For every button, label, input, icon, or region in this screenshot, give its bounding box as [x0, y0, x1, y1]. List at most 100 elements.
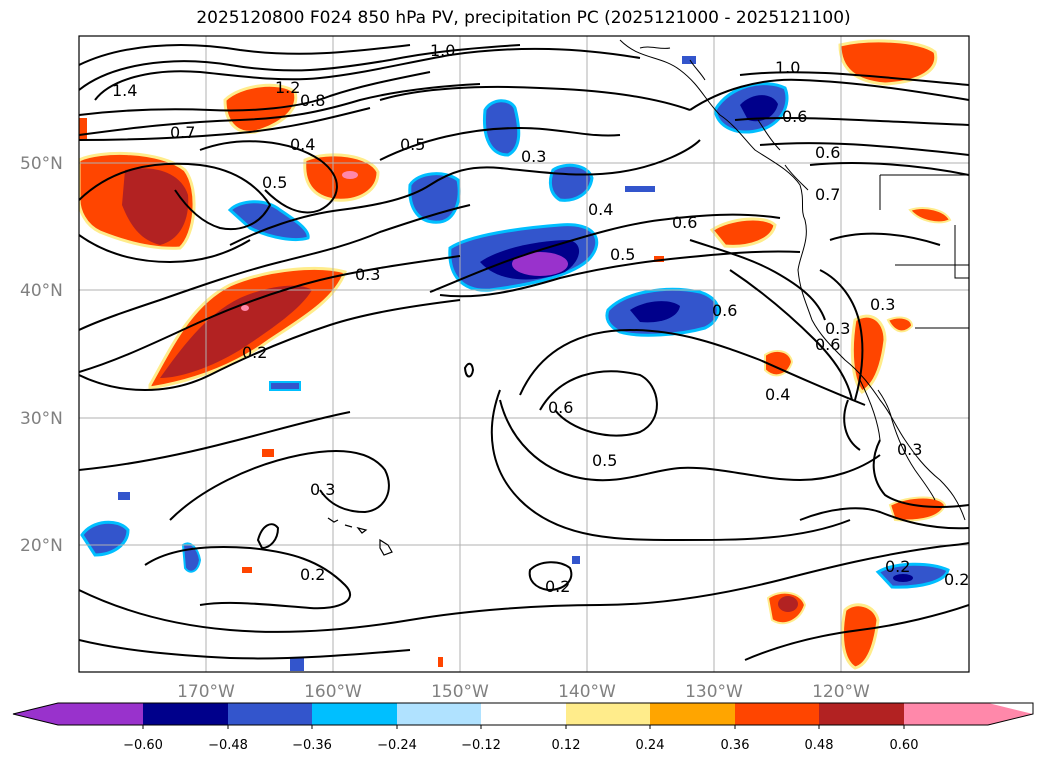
contour-label: 0.6 [712, 301, 737, 320]
hawaii-islands [327, 517, 393, 556]
colorbar-tick-label: −0.24 [377, 738, 417, 753]
precip-negative-area [269, 381, 301, 391]
colorbar-segment [650, 703, 735, 725]
contour-label: 0.3 [355, 265, 380, 284]
contour-label: 0.2 [944, 570, 969, 589]
precip-positive-core [778, 596, 798, 612]
contour-label: 0.3 [897, 440, 922, 459]
contour-label: 0.3 [825, 319, 850, 338]
colorbar-segment [566, 703, 650, 725]
colorbar: −0.60 −0.48 −0.36 −0.24 −0.12 0.12 0.24 … [12, 702, 1034, 753]
precip-positive-area [438, 657, 443, 667]
colorbar-ticks [142, 725, 905, 729]
map-panel: 1.4 1.2 1.0 0.8 0.7 0.4 0.5 0.5 0.3 1.0 … [79, 36, 969, 672]
contour-label: 0.6 [815, 335, 840, 354]
precip-positive-peak [241, 305, 249, 311]
precip-negative-peak [512, 252, 568, 276]
contour-label: 0.3 [310, 480, 335, 499]
contour-label: 0.4 [588, 200, 613, 219]
contour-label: 0.4 [765, 385, 790, 404]
colorbar-tick-label: 0.60 [890, 738, 919, 753]
contour-label: 0.6 [815, 143, 840, 162]
contour-label: 0.6 [672, 213, 697, 232]
coastlines [619, 39, 969, 521]
map-title: 2025120800 F024 850 hPa PV, precipitatio… [196, 8, 851, 28]
lon-labels: 170°W 160°W 150°W 140°W 130°W 120°W [177, 682, 870, 702]
lon-label: 150°W [431, 682, 489, 702]
contour-label: 0.8 [300, 91, 325, 110]
lon-label: 130°W [685, 682, 743, 702]
colorbar-tick-label: −0.36 [292, 738, 332, 753]
precip-positive-peak [342, 171, 358, 179]
lon-label: 120°W [812, 682, 870, 702]
lat-labels: 50°N 40°N 30°N 20°N [20, 154, 63, 556]
colorbar-tick-label: 0.36 [721, 738, 750, 753]
contour-label: 0.7 [815, 185, 840, 204]
contour-label: 0.5 [610, 245, 635, 264]
precip-negative-area [118, 492, 130, 500]
precip-positive-area [840, 603, 880, 670]
colorbar-segments [13, 703, 1033, 725]
precip-positive-area [79, 118, 87, 140]
precip-negative-area [625, 186, 655, 192]
precip-positive-area [262, 449, 274, 457]
precip-positive-area [908, 207, 952, 224]
precip-positive-area [764, 349, 794, 377]
precip-negative-area [227, 200, 310, 242]
contour-label: 0.4 [290, 135, 315, 154]
colorbar-tick-label: −0.12 [461, 738, 501, 753]
precip-negative-area [80, 520, 130, 557]
colorbar-tick-label: 0.48 [805, 738, 834, 753]
colorbar-segment [735, 703, 819, 725]
colorbar-extend-min [13, 703, 143, 725]
lat-label: 50°N [20, 154, 63, 174]
precip-positive-area [709, 217, 777, 248]
contour-label: 0.2 [300, 565, 325, 584]
colorbar-tick-labels: −0.60 −0.48 −0.36 −0.24 −0.12 0.12 0.24 … [123, 738, 918, 753]
precip-positive-area [886, 316, 914, 333]
colorbar-segment [819, 703, 904, 725]
lon-label: 170°W [177, 682, 235, 702]
precip-positive-core [122, 168, 189, 245]
precip-negative-area [572, 556, 580, 564]
pv-contours [79, 44, 969, 661]
precip-negative-core [893, 574, 913, 582]
colorbar-extend-max [904, 703, 1033, 725]
precip-positive-area [242, 567, 252, 573]
precip-negative-area [682, 56, 696, 64]
contour-label: 0.7 [170, 123, 195, 142]
precip-negative-area [290, 657, 304, 671]
precip-negative-area [875, 562, 950, 589]
contour-labels: 1.4 1.2 1.0 0.8 0.7 0.4 0.5 0.5 0.3 1.0 … [112, 41, 969, 596]
contour-label: 0.3 [521, 147, 546, 166]
lat-label: 40°N [20, 281, 63, 301]
contour-label: 0.5 [262, 173, 287, 192]
colorbar-segment [481, 703, 566, 725]
lat-label: 20°N [20, 536, 63, 556]
contour-label: 1.4 [112, 81, 137, 100]
colorbar-tick-label: −0.60 [123, 738, 163, 753]
precip-negative-core [630, 301, 680, 323]
precip-positive-area [654, 256, 664, 262]
colorbar-segment [143, 703, 228, 725]
precip-positive-core [160, 285, 312, 378]
contour-label: 0.2 [545, 577, 570, 596]
colorbar-outline [12, 702, 1034, 726]
colorbar-tick-label: 0.12 [552, 738, 581, 753]
precip-shading [79, 39, 952, 671]
lat-label: 30°N [20, 409, 63, 429]
map-frame [78, 35, 970, 673]
contour-label: 0.2 [885, 557, 910, 576]
lon-label: 140°W [558, 682, 616, 702]
contour-label: 1.2 [275, 78, 300, 97]
contour-label: 0.6 [548, 398, 573, 417]
contour-label: 0.5 [400, 135, 425, 154]
contour-label: 0.2 [242, 343, 267, 362]
contour-label: 1.0 [775, 58, 800, 77]
contour-label: 1.0 [430, 41, 455, 60]
colorbar-tick-label: −0.48 [208, 738, 248, 753]
colorbar-tick-label: 0.24 [636, 738, 665, 753]
contour-label: 0.6 [782, 107, 807, 126]
contour-label: 0.5 [592, 451, 617, 470]
